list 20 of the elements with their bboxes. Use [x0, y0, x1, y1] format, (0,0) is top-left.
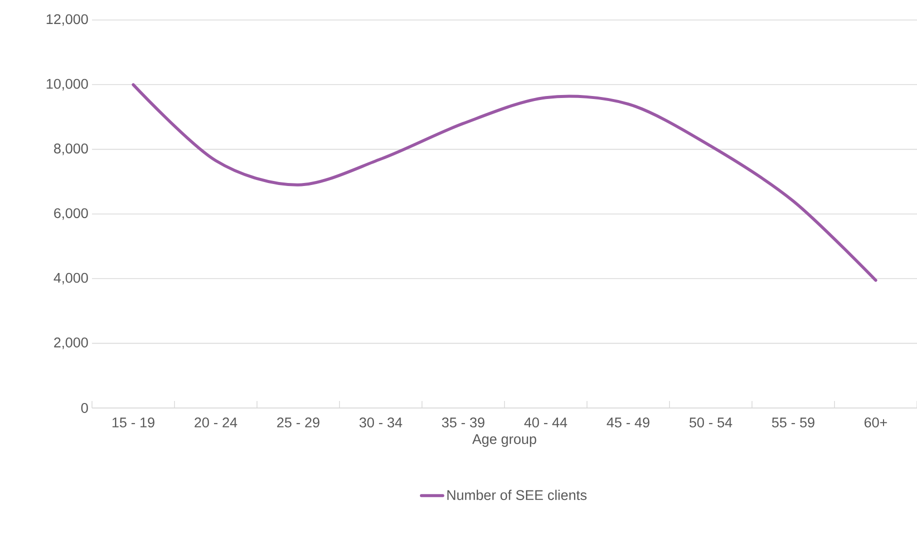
x-tick-label: 40 - 44: [524, 418, 568, 428]
x-tick-label: 55 - 59: [772, 418, 814, 428]
y-tick-label: 0: [81, 403, 88, 413]
x-tick-label: 60+: [864, 418, 887, 428]
y-tick-label: 2,000: [54, 338, 88, 350]
y-tick-label: 6,000: [54, 208, 88, 220]
x-tick-label: 30 - 34: [360, 418, 402, 428]
y-tick-label: 8,000: [54, 144, 88, 156]
x-tick-label: 25 - 29: [277, 418, 320, 428]
x-tick-label: 50 - 54: [690, 418, 732, 428]
y-tick-label: 10,000: [46, 78, 88, 90]
x-tick-label: 15 - 19: [112, 418, 154, 428]
x-tick-label: 35 - 39: [442, 418, 484, 428]
y-tick-label: 12,000: [46, 14, 88, 26]
x-axis-title: Age group: [472, 434, 536, 447]
line-series: [132, 83, 878, 282]
x-tick-label: 45 - 49: [606, 418, 650, 428]
x-tick-label: 20 - 24: [194, 418, 238, 428]
legend-label: Number of SEE clients: [447, 490, 587, 500]
y-tick-label: 4,000: [54, 272, 88, 284]
